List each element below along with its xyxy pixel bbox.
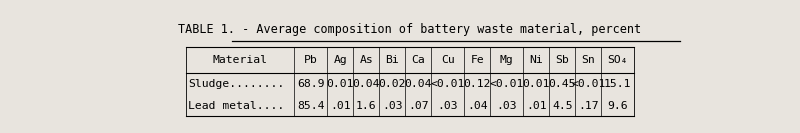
Text: Mg: Mg: [500, 55, 514, 65]
Text: 0.01: 0.01: [326, 79, 354, 89]
Text: TABLE 1. - Average composition of battery waste material, percent: TABLE 1. - Average composition of batter…: [178, 23, 642, 36]
Text: .01: .01: [526, 101, 546, 111]
Text: Ni: Ni: [530, 55, 543, 65]
Text: .17: .17: [578, 101, 598, 111]
Text: <0.01: <0.01: [490, 79, 524, 89]
Text: 85.4: 85.4: [297, 101, 325, 111]
Text: .03: .03: [497, 101, 517, 111]
Text: 4.5: 4.5: [552, 101, 573, 111]
Text: .04: .04: [467, 101, 487, 111]
Text: 0.01: 0.01: [522, 79, 550, 89]
Text: .07: .07: [408, 101, 429, 111]
Text: 0.04: 0.04: [353, 79, 380, 89]
Text: Fe: Fe: [470, 55, 484, 65]
Text: 9.6: 9.6: [607, 101, 628, 111]
Text: 0.45: 0.45: [549, 79, 576, 89]
Text: Lead metal....: Lead metal....: [188, 101, 285, 111]
Text: Ag: Ag: [334, 55, 347, 65]
Text: 15.1: 15.1: [604, 79, 631, 89]
Text: Sn: Sn: [582, 55, 595, 65]
Text: 0.12: 0.12: [463, 79, 491, 89]
Text: 1.6: 1.6: [356, 101, 377, 111]
Text: <0.01: <0.01: [430, 79, 465, 89]
Text: As: As: [359, 55, 373, 65]
Text: .01: .01: [330, 101, 350, 111]
Text: Material: Material: [213, 55, 268, 65]
Text: Cu: Cu: [441, 55, 454, 65]
Text: <0.01: <0.01: [571, 79, 606, 89]
Text: 0.02: 0.02: [378, 79, 406, 89]
Text: .03: .03: [382, 101, 402, 111]
Text: Pb: Pb: [304, 55, 318, 65]
Text: 68.9: 68.9: [297, 79, 325, 89]
Text: Sb: Sb: [555, 55, 569, 65]
Text: Sludge........: Sludge........: [188, 79, 285, 89]
Text: Bi: Bi: [386, 55, 399, 65]
Text: SO₄: SO₄: [607, 55, 628, 65]
Text: .03: .03: [438, 101, 458, 111]
Text: Ca: Ca: [411, 55, 426, 65]
Text: 0.04: 0.04: [405, 79, 432, 89]
